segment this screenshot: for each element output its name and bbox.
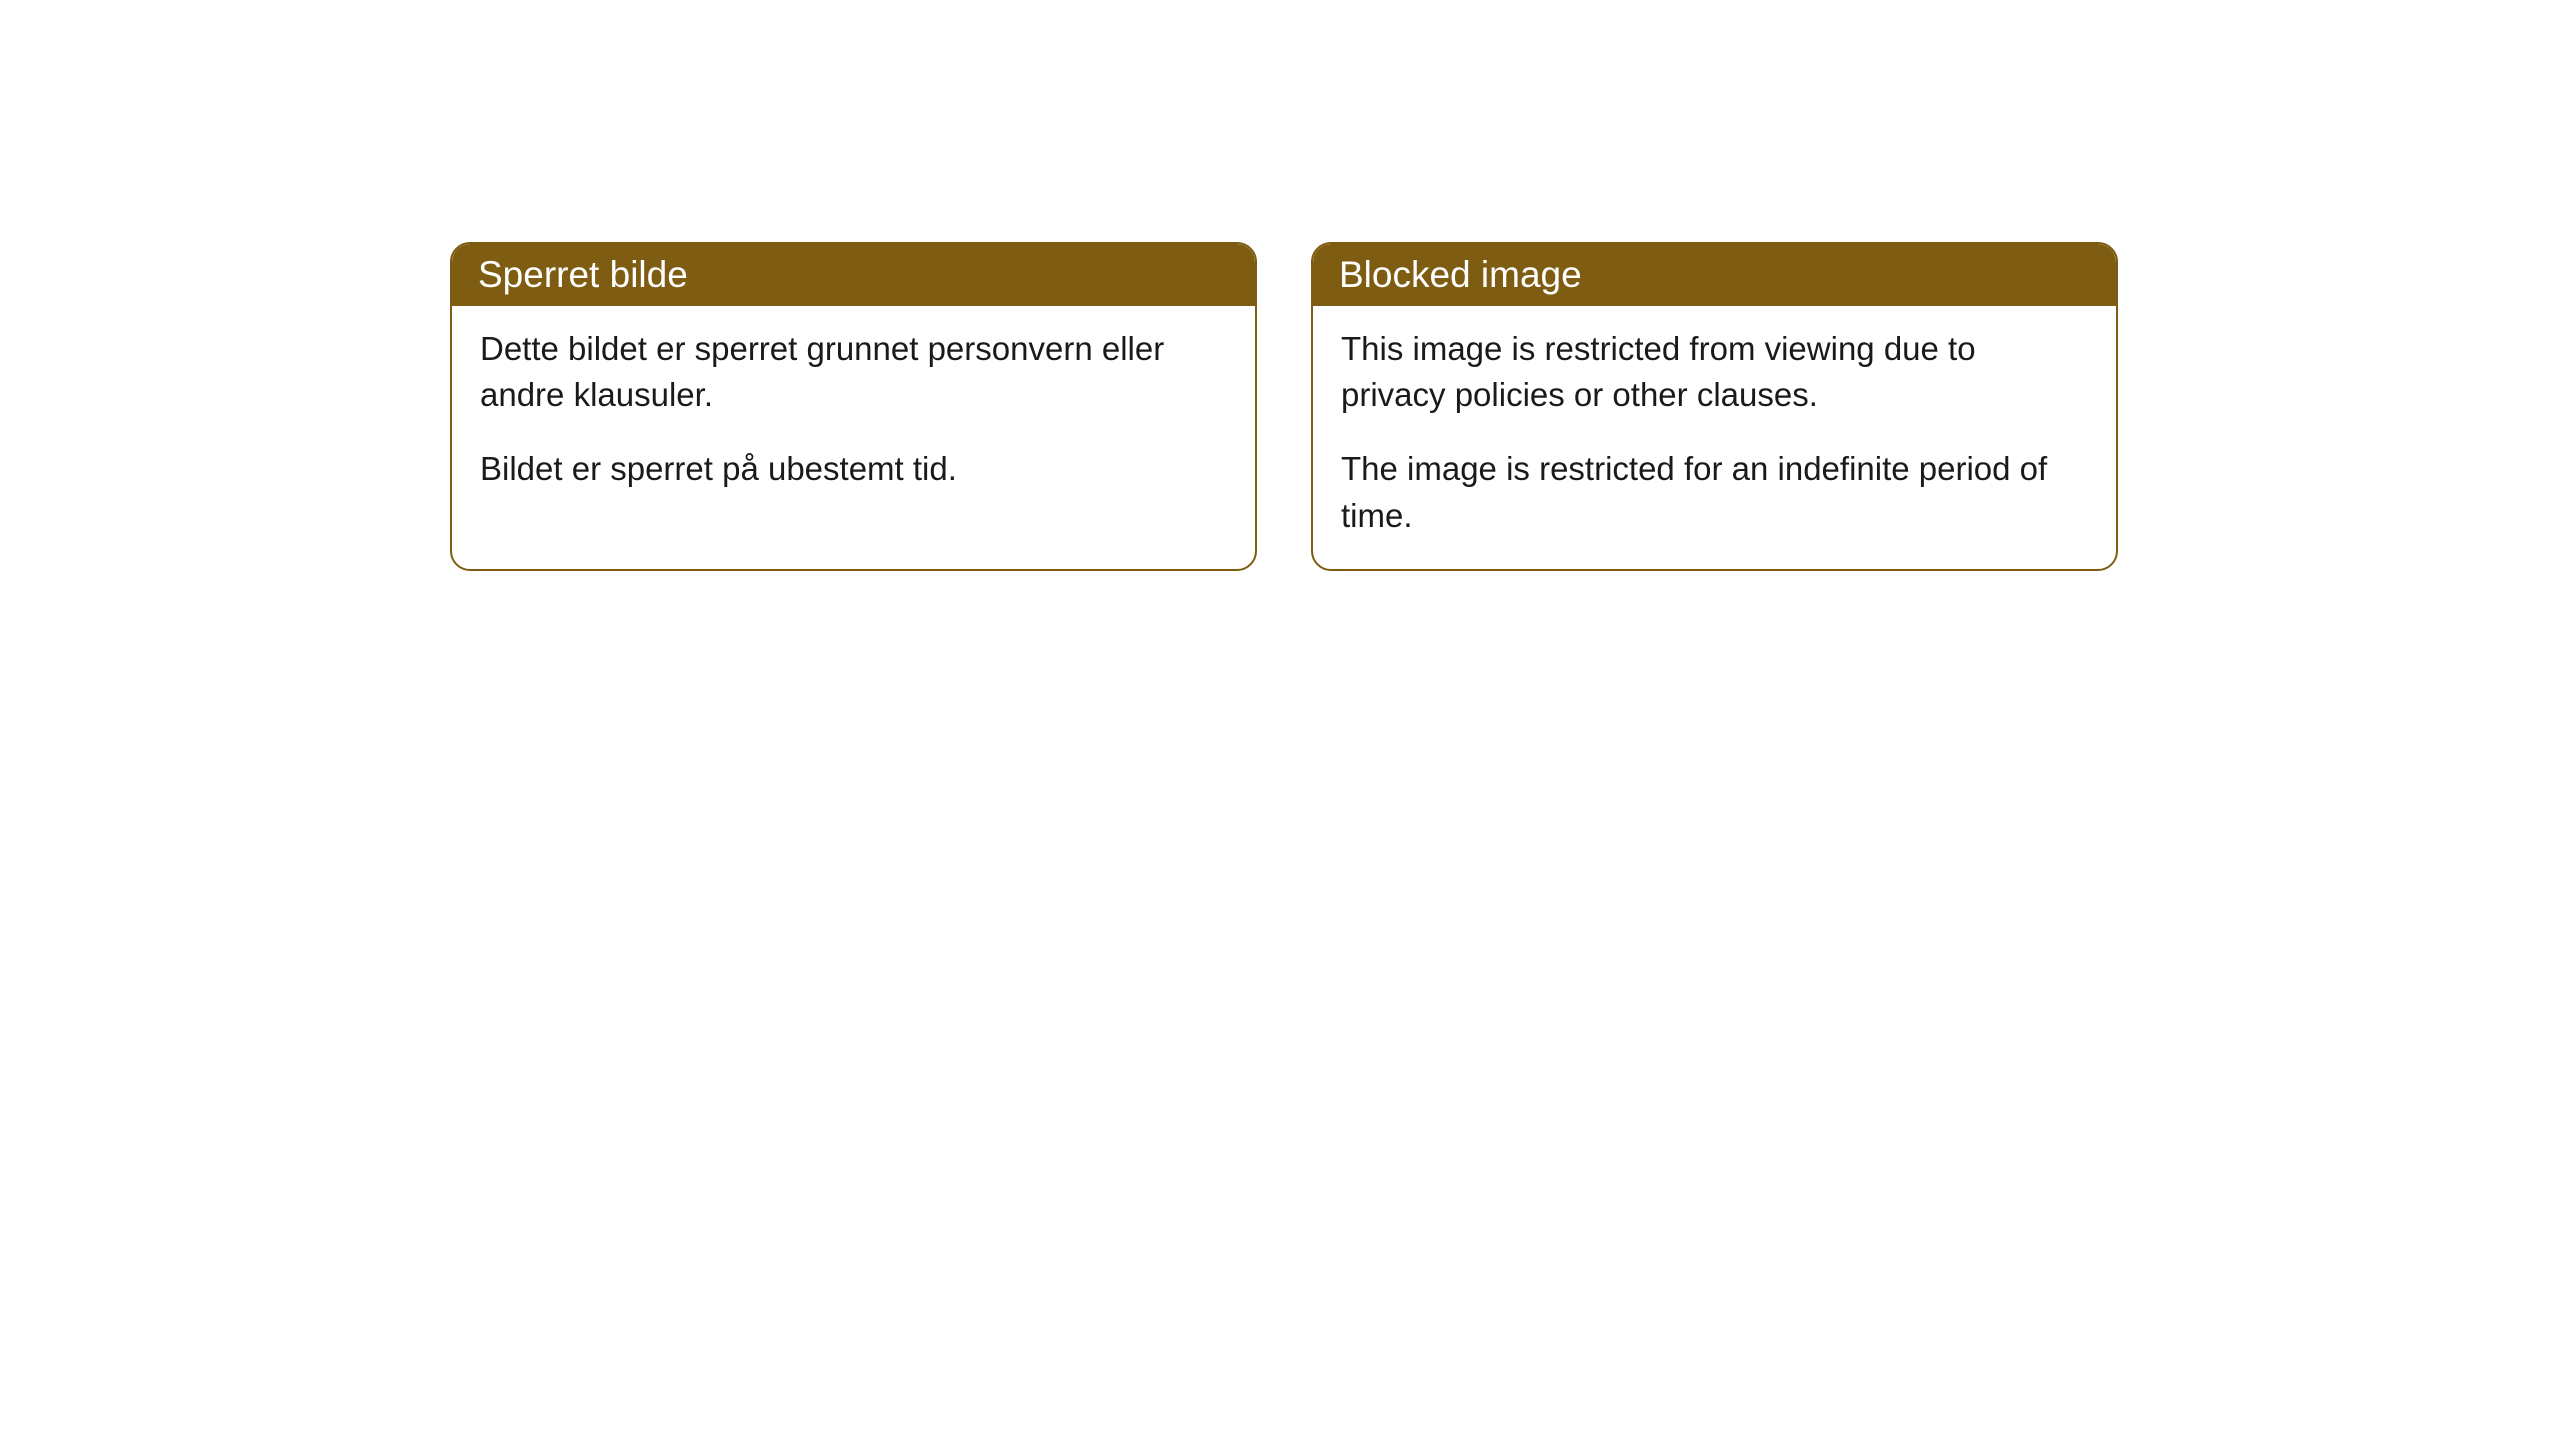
- notice-right-paragraph-2: The image is restricted for an indefinit…: [1341, 446, 2088, 538]
- notice-left-paragraph-1: Dette bildet er sperret grunnet personve…: [480, 326, 1227, 418]
- notice-header-right: Blocked image: [1313, 244, 2116, 306]
- notice-container: Sperret bilde Dette bildet er sperret gr…: [450, 242, 2118, 571]
- notice-body-right: This image is restricted from viewing du…: [1313, 306, 2116, 569]
- notice-box-right: Blocked image This image is restricted f…: [1311, 242, 2118, 571]
- notice-right-paragraph-1: This image is restricted from viewing du…: [1341, 326, 2088, 418]
- notice-box-left: Sperret bilde Dette bildet er sperret gr…: [450, 242, 1257, 571]
- notice-left-paragraph-2: Bildet er sperret på ubestemt tid.: [480, 446, 1227, 492]
- notice-body-left: Dette bildet er sperret grunnet personve…: [452, 306, 1255, 523]
- notice-header-left: Sperret bilde: [452, 244, 1255, 306]
